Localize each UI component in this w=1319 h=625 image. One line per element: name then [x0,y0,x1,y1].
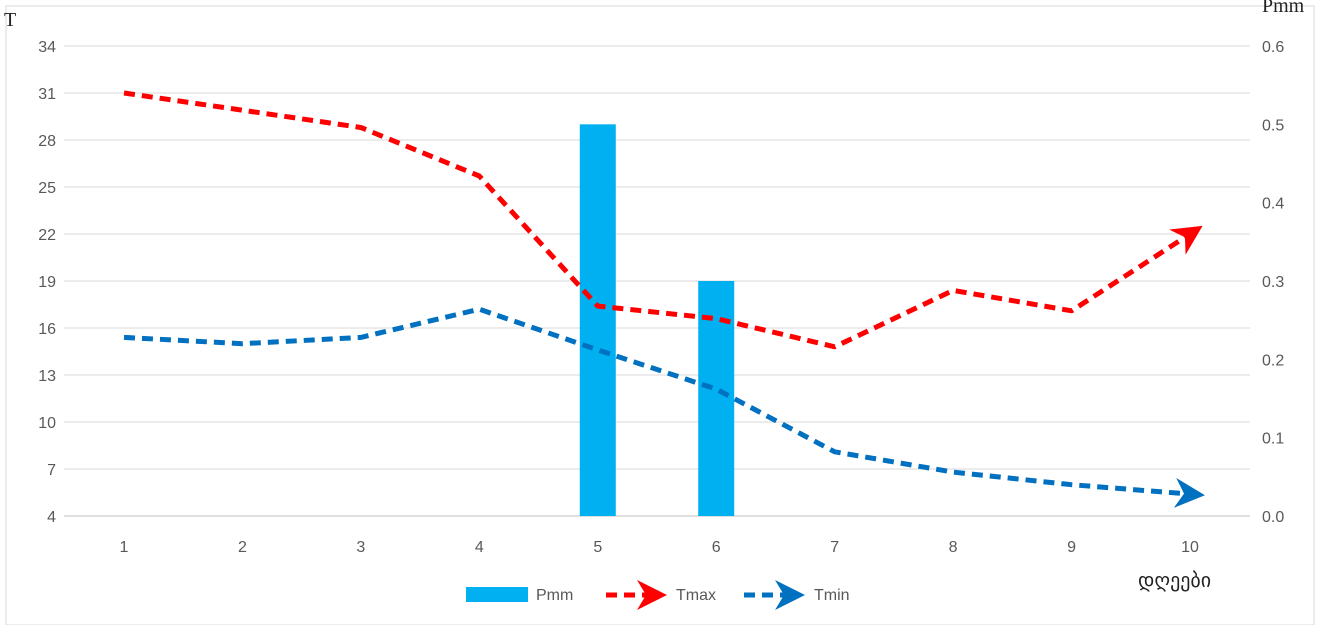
right-axis-ticks: 0.0 0.1 0.2 0.3 0.4 0.5 0.6 [1262,39,1284,526]
left-tick-label: 31 [38,86,56,103]
x-axis-ticks: 1 2 3 4 5 6 7 8 9 10 [120,539,1199,556]
chart-border [5,5,1315,625]
right-tick-label: 0.1 [1262,431,1284,448]
right-tick-label: 0.0 [1262,509,1284,526]
x-tick-label: 1 [120,539,129,556]
left-tick-label: 25 [38,180,56,197]
left-tick-label: 4 [47,509,56,526]
x-tick-label: 7 [830,539,839,556]
left-axis-ticks: 4 7 10 13 16 19 22 25 28 31 34 [38,39,56,526]
left-tick-label: 10 [38,415,56,432]
x-tick-label: 2 [238,539,247,556]
x-tick-label: 10 [1181,539,1199,556]
left-tick-label: 13 [38,368,56,385]
left-tick-label: 7 [47,462,56,479]
left-tick-label: 28 [38,133,56,150]
right-tick-label: 0.4 [1262,196,1284,213]
legend: Pmm Tmax Tmin [466,580,850,610]
right-tick-label: 0.6 [1262,39,1284,56]
temperature-lines [123,90,1205,508]
x-tick-label: 9 [1067,539,1076,556]
x-tick-label: 4 [475,539,484,556]
legend-label-tmin: Tmin [814,587,850,604]
legend-label-pmm: Pmm [536,587,573,604]
pmm-bars [579,124,735,516]
x-axis-title: დღეები [1138,568,1211,592]
left-tick-label: 16 [38,321,56,338]
right-tick-label: 0.2 [1262,352,1284,369]
x-tick-label: 6 [712,539,721,556]
left-tick-label: 22 [38,227,56,244]
right-tick-label: 0.5 [1262,117,1284,134]
bar-pmm [579,124,616,516]
line-tmax [123,90,1203,350]
right-tick-label: 0.3 [1262,274,1284,291]
left-tick-label: 19 [38,274,56,291]
legend-swatch-pmm [466,587,528,602]
line-tmin [123,306,1205,508]
right-axis-label: Pmm [1262,0,1305,17]
legend-label-tmax: Tmax [676,587,716,604]
x-tick-label: 5 [593,539,602,556]
gridlines [64,45,1250,517]
left-tick-label: 34 [38,39,56,56]
x-tick-label: 3 [356,539,365,556]
x-tick-label: 8 [949,539,958,556]
left-axis-label: T [4,9,16,31]
